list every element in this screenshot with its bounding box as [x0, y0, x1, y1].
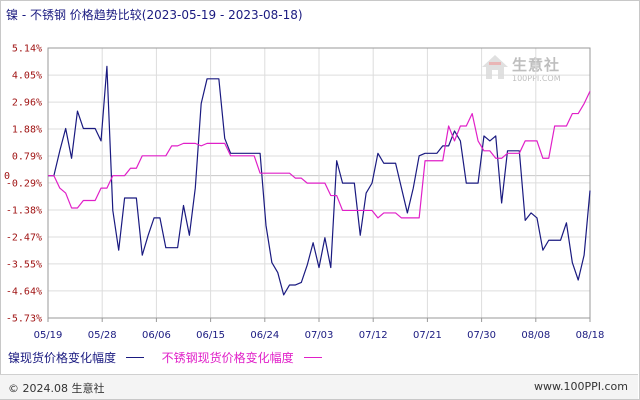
- zero-label: 0: [4, 171, 10, 182]
- x-tick-label: 06/24: [250, 330, 279, 341]
- footer-bar: © 2024.08 生意社 www.100PPI.com: [0, 374, 638, 399]
- series-line-stainless: [48, 90, 591, 219]
- y-tick-label: 0.79%: [12, 152, 42, 163]
- x-tick-label: 06/15: [196, 330, 225, 341]
- legend-label-stainless: 不锈钢现货价格变化幅度: [161, 351, 294, 365]
- legend: 镍现货价格变化幅度 不锈钢现货价格变化幅度: [8, 349, 336, 365]
- x-tick-label: 07/03: [305, 330, 334, 341]
- chart-title: 镍 - 不锈钢 价格趋势比较(2023-05-19 - 2023-08-18): [6, 8, 303, 22]
- plot-border: [47, 47, 591, 319]
- y-tick-label: -0.29%: [6, 178, 42, 189]
- y-tick-label: 2.96%: [12, 98, 42, 109]
- y-tick-label: -3.55%: [6, 259, 42, 270]
- y-tick-label: -4.64%: [6, 286, 42, 297]
- x-tick-label: 07/12: [359, 330, 388, 341]
- legend-swatch-stainless: [303, 357, 322, 358]
- y-tick-label: 1.88%: [12, 124, 42, 135]
- axes: [47, 47, 591, 322]
- house-logo-icon: [482, 55, 508, 79]
- x-tick-label: 08/08: [521, 330, 550, 341]
- y-tick-label: -2.47%: [6, 233, 42, 244]
- x-tick-label: 07/30: [467, 330, 496, 341]
- y-tick-label: -1.38%: [6, 205, 42, 216]
- legend-swatch-nickel: [125, 357, 144, 358]
- legend-label-nickel: 镍现货价格变化幅度: [8, 351, 117, 365]
- x-tick-label: 05/28: [88, 330, 117, 341]
- series-lines: [48, 65, 591, 296]
- logo-url: 100PPI.COM: [512, 74, 561, 83]
- y-tick-label: -5.73%: [6, 314, 42, 325]
- x-tick-label: 05/19: [34, 330, 63, 341]
- website-link[interactable]: www.100PPI.com: [534, 380, 628, 393]
- copyright-text: © 2024.08 生意社: [8, 382, 105, 395]
- y-tick-label: 5.14%: [12, 44, 42, 55]
- series-line-nickel: [48, 65, 591, 296]
- y-tick-label: 4.05%: [12, 71, 42, 82]
- x-tick-labels: 05/19 05/28 06/06 06/15 06/24 07/03 07/12 07/21…: [34, 330, 605, 341]
- y-tick-labels: 5.14% 4.05% 2.96% 1.88% 0.79% -0.29% -1.38% -2.…: [4, 44, 42, 325]
- x-tick-label: 08/18: [576, 330, 605, 341]
- x-tick-label: 06/06: [142, 330, 171, 341]
- x-tick-label: 07/21: [413, 330, 442, 341]
